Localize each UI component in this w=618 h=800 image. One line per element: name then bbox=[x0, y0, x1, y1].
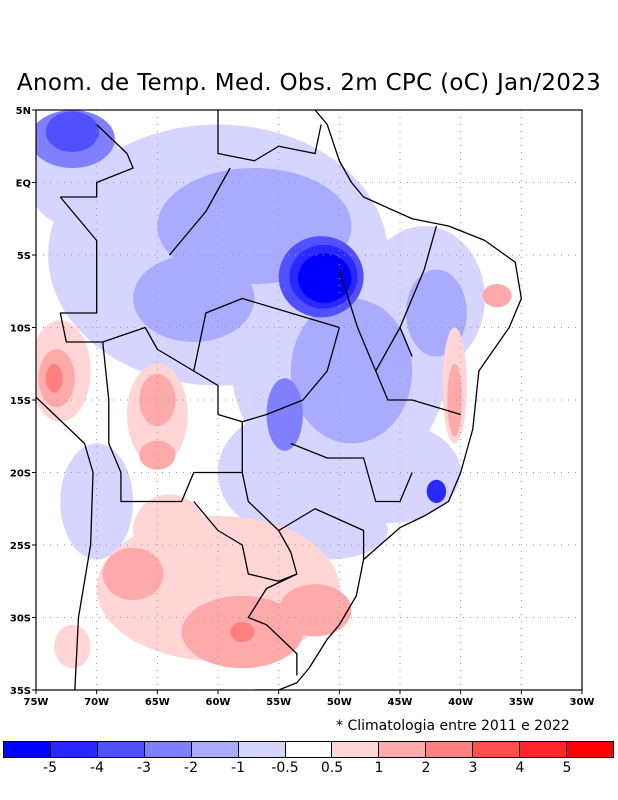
y-tick-label: 25S bbox=[10, 541, 31, 552]
anomaly-region bbox=[45, 363, 63, 393]
y-tick-label: 15S bbox=[10, 396, 31, 407]
colorbar-swatch bbox=[50, 742, 98, 757]
colorbar-swatch bbox=[285, 742, 333, 757]
anomaly-region bbox=[315, 421, 461, 524]
climatology-footnote: * Climatologia entre 2011 e 2022 bbox=[336, 718, 570, 734]
boundary-line bbox=[102, 326, 298, 676]
x-tick-label: 35W bbox=[509, 697, 534, 708]
y-tick-label: 30S bbox=[10, 614, 31, 625]
colorbar-label: -5 bbox=[43, 760, 57, 776]
colorbar-label: 1 bbox=[374, 760, 384, 776]
gridlines bbox=[36, 110, 582, 690]
anomaly-region bbox=[266, 378, 303, 451]
colorbar-label: -2 bbox=[184, 760, 198, 776]
anomaly-region bbox=[290, 298, 413, 444]
x-tick-label: 60W bbox=[206, 697, 231, 708]
boundary-line bbox=[193, 501, 298, 582]
x-tick-label: 75W bbox=[24, 697, 49, 708]
y-tick-label: 5N bbox=[16, 106, 31, 117]
colorbar-label: -3 bbox=[137, 760, 151, 776]
colorbar-swatch bbox=[4, 742, 51, 757]
boundary-line bbox=[193, 297, 340, 372]
chart-title: Anom. de Temp. Med. Obs. 2m CPC (oC) Jan… bbox=[16, 70, 602, 96]
x-tick-label: 50W bbox=[327, 697, 352, 708]
x-tick-label: 70W bbox=[84, 697, 109, 708]
colorbar-swatch bbox=[426, 742, 474, 757]
colorbar-label: 5 bbox=[562, 760, 572, 776]
x-tick-label: 65W bbox=[145, 697, 170, 708]
colorbar-label: 3 bbox=[468, 760, 478, 776]
anomaly-region bbox=[139, 373, 176, 427]
anomaly-region bbox=[447, 363, 462, 437]
colorbar-label: -4 bbox=[90, 760, 104, 776]
colorbar-swatch bbox=[520, 742, 568, 757]
anomaly-region bbox=[133, 255, 255, 342]
y-tick-label: 10S bbox=[10, 324, 31, 335]
anomaly-region bbox=[54, 624, 91, 669]
boundary-line bbox=[60, 124, 134, 198]
boundary-line bbox=[290, 442, 413, 503]
y-tick-label: 35S bbox=[10, 686, 31, 697]
anomaly-region bbox=[102, 547, 164, 601]
colorbar-swatch bbox=[238, 742, 286, 757]
colorbar-label: 2 bbox=[421, 760, 431, 776]
x-tick-label: 45W bbox=[388, 697, 413, 708]
boundary-line bbox=[217, 110, 322, 162]
y-tick-label: EQ bbox=[16, 179, 31, 190]
boundary-line bbox=[338, 269, 377, 372]
boundary-line bbox=[36, 396, 94, 690]
anomaly-region bbox=[278, 584, 352, 637]
anomaly-region bbox=[230, 621, 255, 643]
y-tick-label: 5S bbox=[17, 251, 31, 262]
colorbar-swatch bbox=[191, 742, 239, 757]
colorbar-label: 4 bbox=[515, 760, 525, 776]
x-tick-label: 30W bbox=[570, 697, 595, 708]
boundary-line bbox=[278, 508, 365, 560]
anomaly-region bbox=[133, 494, 206, 567]
y-tick-label: 20S bbox=[10, 469, 31, 480]
boundary-line bbox=[242, 327, 340, 423]
colorbar-swatch bbox=[567, 742, 613, 757]
colorbar-swatch bbox=[379, 742, 427, 757]
x-tick-label: 55W bbox=[266, 697, 291, 708]
colorbar-label: -0.5 bbox=[271, 760, 299, 776]
boundary-line bbox=[168, 167, 231, 256]
colorbar-swatch bbox=[332, 742, 380, 757]
boundary-line bbox=[375, 327, 461, 416]
anomaly-region bbox=[482, 284, 512, 308]
boundary-line bbox=[59, 196, 103, 343]
boundary-line bbox=[254, 110, 522, 690]
colorbar bbox=[3, 741, 614, 758]
coastlines bbox=[36, 110, 522, 690]
colorbar-label: -1 bbox=[231, 760, 245, 776]
anomaly-map: 75W 70W 65W 60W 55W 50W 45W 40W 35W 30W 5N EQ 5S 10S 1… bbox=[10, 106, 595, 708]
anomaly-region bbox=[45, 111, 100, 153]
x-tick-label: 40W bbox=[448, 697, 473, 708]
colorbar-swatch bbox=[144, 742, 192, 757]
boundary-line bbox=[102, 341, 243, 503]
boundary-line bbox=[399, 225, 438, 357]
colorbar-label: 0.5 bbox=[320, 760, 344, 776]
anomaly-region bbox=[139, 440, 176, 470]
colorbar-swatch bbox=[97, 742, 145, 757]
colorbar-swatch bbox=[473, 742, 521, 757]
anomaly-region bbox=[298, 253, 352, 303]
axis-ticks: 75W 70W 65W 60W 55W 50W 45W 40W 35W 30W 5N EQ 5S 10S 1… bbox=[10, 106, 595, 708]
anomaly-region bbox=[426, 479, 447, 503]
